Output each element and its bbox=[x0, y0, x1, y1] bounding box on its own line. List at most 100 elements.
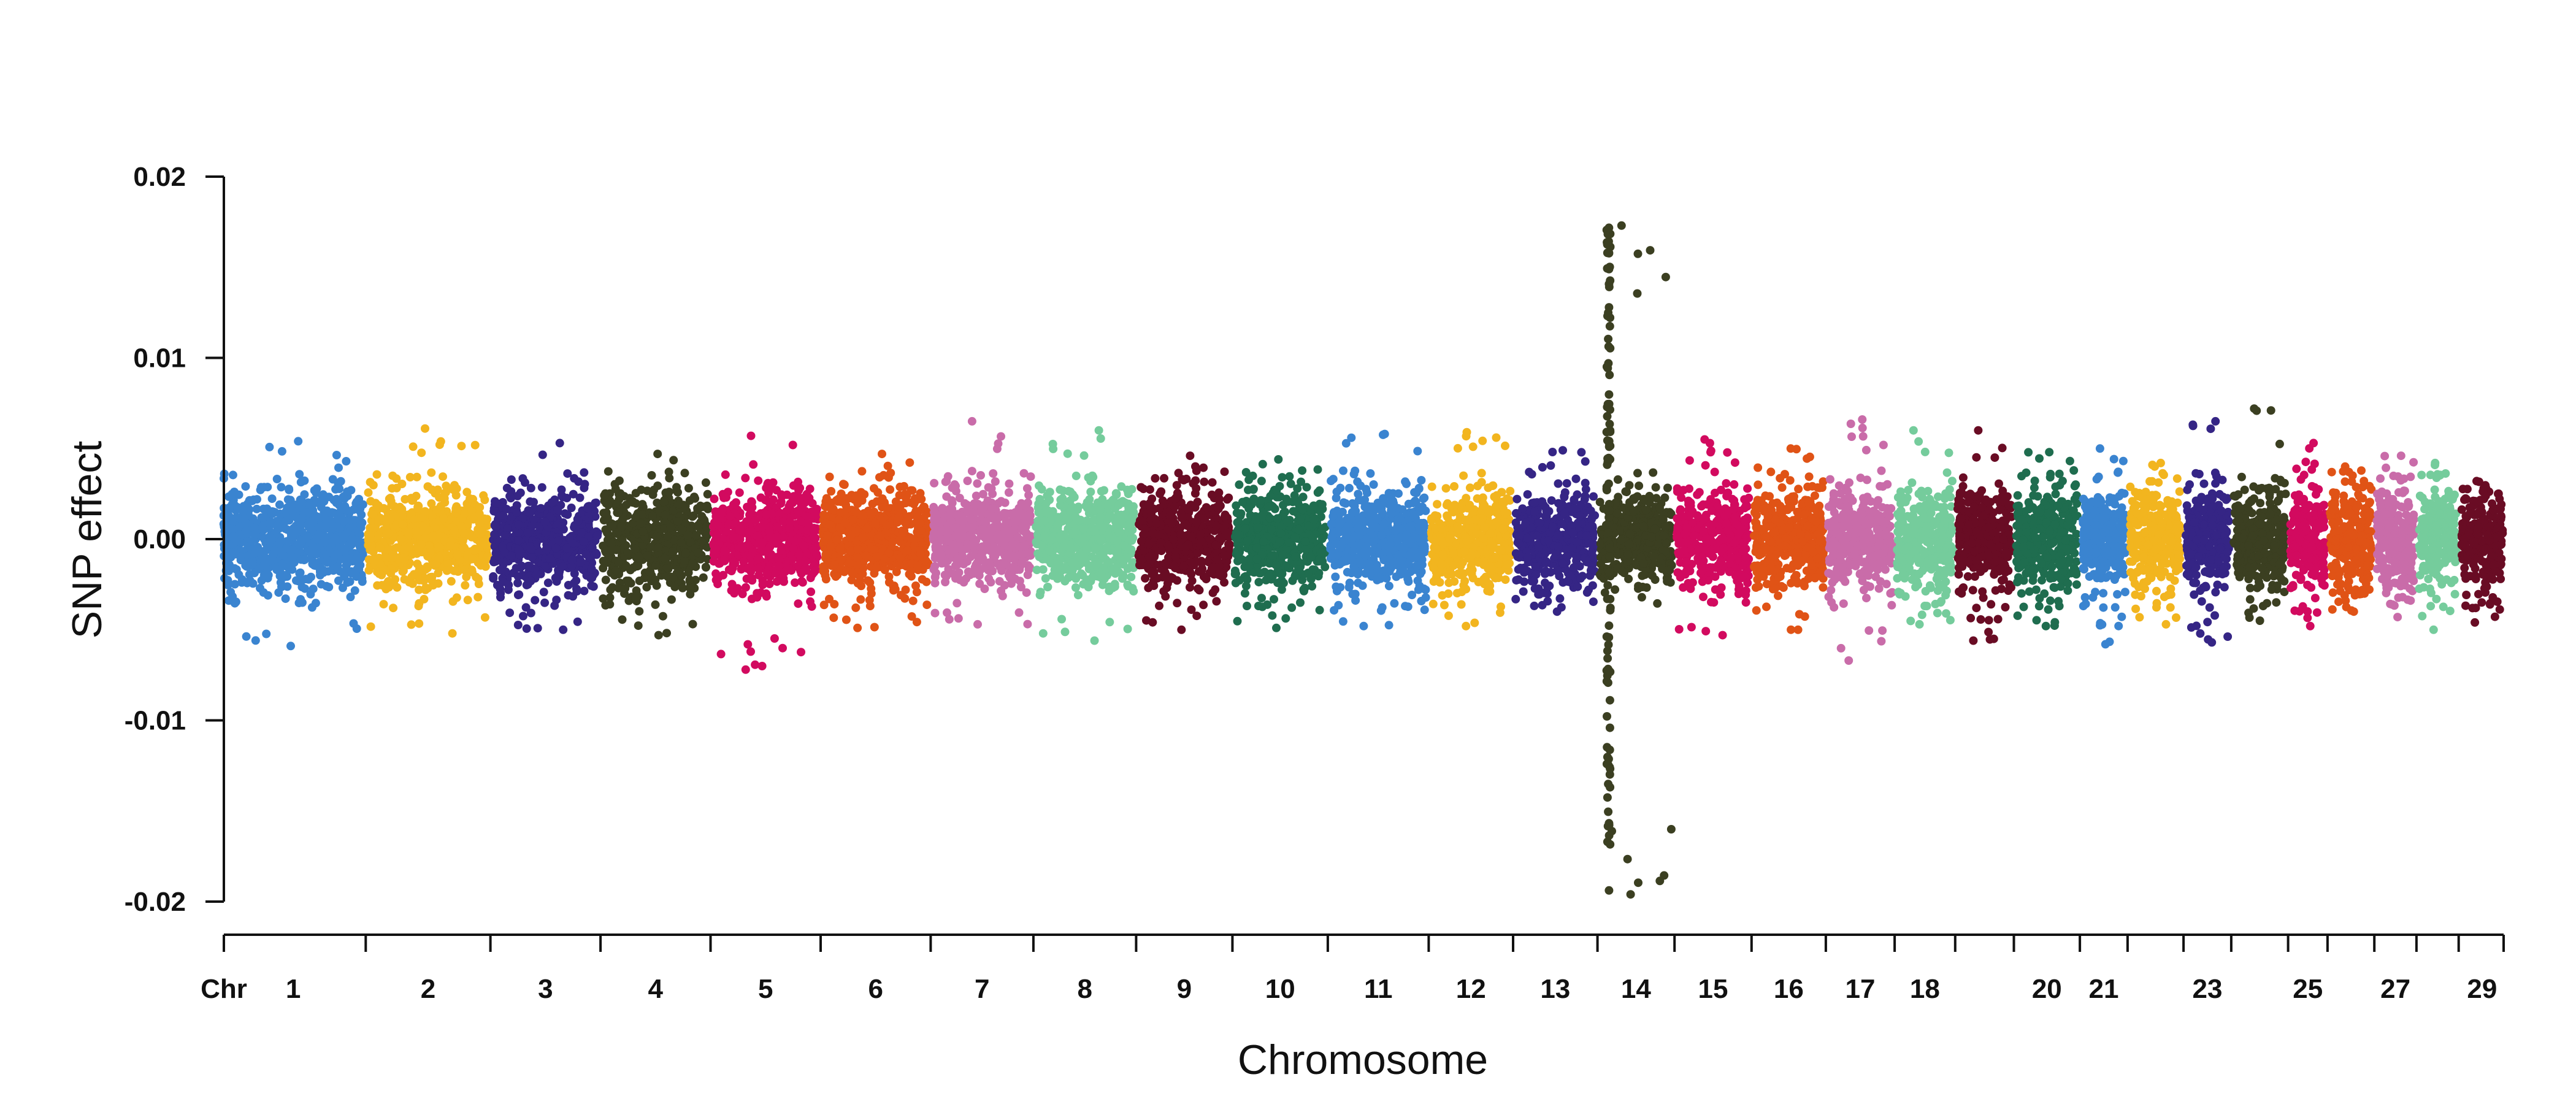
snp-point bbox=[955, 526, 964, 535]
snp-point bbox=[998, 591, 1007, 600]
snp-point bbox=[980, 585, 989, 593]
snp-point bbox=[614, 558, 623, 567]
snp-point bbox=[472, 572, 481, 581]
snp-point bbox=[1067, 558, 1076, 567]
snp-point bbox=[822, 502, 831, 512]
snp-point bbox=[1014, 608, 1024, 617]
snp-point bbox=[685, 575, 694, 585]
snp-point bbox=[1085, 495, 1094, 504]
snp-point bbox=[1084, 561, 1094, 570]
snp-point bbox=[780, 577, 788, 586]
snp-point bbox=[799, 542, 808, 551]
snp-point bbox=[576, 558, 585, 567]
snp-point bbox=[637, 485, 646, 494]
snp-point bbox=[461, 581, 470, 590]
snp-point bbox=[513, 621, 523, 629]
snp-point bbox=[392, 474, 401, 483]
snp-point bbox=[753, 531, 762, 540]
snp-point bbox=[400, 555, 409, 564]
snp-point bbox=[762, 546, 771, 556]
snp-point bbox=[377, 570, 386, 580]
snp-point bbox=[812, 550, 821, 559]
snp-point bbox=[513, 578, 523, 588]
snp-point bbox=[769, 478, 778, 487]
snp-point bbox=[754, 476, 763, 485]
snp-point bbox=[434, 569, 443, 578]
snp-point bbox=[404, 528, 413, 537]
snp-point bbox=[1111, 489, 1121, 498]
snp-point bbox=[288, 506, 297, 515]
snp-point bbox=[587, 581, 596, 590]
snp-point bbox=[408, 442, 418, 451]
snp-point bbox=[538, 450, 547, 459]
snp-point bbox=[405, 473, 415, 481]
snp-point bbox=[448, 597, 458, 606]
snp-point bbox=[729, 500, 738, 509]
snp-point bbox=[895, 554, 905, 563]
snp-point bbox=[930, 508, 939, 517]
snp-point bbox=[1127, 572, 1136, 581]
snp-point bbox=[339, 494, 348, 502]
snp-point bbox=[758, 580, 767, 589]
snp-point bbox=[673, 517, 683, 526]
snp-point bbox=[1018, 558, 1027, 567]
snp-point bbox=[418, 523, 427, 531]
snp-point bbox=[445, 541, 454, 550]
snp-point bbox=[1084, 583, 1093, 592]
snp-point bbox=[522, 624, 531, 633]
snp-point bbox=[387, 500, 396, 510]
snp-point bbox=[721, 470, 730, 479]
snp-point bbox=[894, 502, 903, 512]
snp-point bbox=[241, 526, 250, 535]
snp-point bbox=[275, 500, 284, 509]
snp-point bbox=[567, 555, 577, 564]
snp-point bbox=[1096, 535, 1105, 545]
snp-point bbox=[631, 499, 640, 508]
snp-point bbox=[583, 504, 592, 513]
snp-point bbox=[529, 521, 538, 530]
snp-point bbox=[997, 497, 1006, 506]
snp-point bbox=[635, 577, 644, 585]
snp-point bbox=[426, 573, 435, 582]
snp-point bbox=[295, 540, 304, 550]
snp-point bbox=[997, 559, 1006, 568]
snp-point bbox=[762, 592, 771, 601]
snp-point bbox=[407, 620, 416, 629]
snp-point bbox=[388, 484, 397, 493]
snp-point bbox=[255, 564, 264, 573]
snp-point bbox=[495, 565, 504, 575]
snp-point bbox=[1015, 577, 1024, 586]
snp-point bbox=[699, 573, 708, 582]
snp-point bbox=[399, 566, 408, 575]
snp-point bbox=[1023, 619, 1032, 629]
snp-point bbox=[467, 532, 477, 542]
snp-point bbox=[462, 488, 472, 497]
snp-point bbox=[981, 517, 990, 526]
snp-point-min bbox=[741, 665, 750, 674]
snp-point bbox=[929, 532, 938, 542]
snp-point bbox=[669, 456, 678, 465]
snp-point bbox=[1116, 527, 1125, 537]
snp-point bbox=[930, 478, 939, 488]
snp-point bbox=[737, 543, 745, 552]
snp-point bbox=[908, 596, 918, 605]
snp-point bbox=[1083, 504, 1092, 513]
snp-point bbox=[953, 510, 962, 519]
snp-point bbox=[876, 531, 886, 540]
snp-point bbox=[635, 607, 644, 616]
snp-point bbox=[726, 512, 735, 521]
snp-point bbox=[604, 467, 613, 476]
snp-point bbox=[369, 481, 378, 489]
snp-point bbox=[468, 554, 477, 564]
snp-point bbox=[930, 578, 940, 588]
snp-point bbox=[857, 467, 867, 476]
snp-point bbox=[460, 509, 469, 518]
snp-point bbox=[753, 592, 762, 602]
snp-point bbox=[474, 580, 483, 588]
snp-point bbox=[1018, 500, 1027, 510]
snp-point bbox=[232, 536, 242, 545]
snp-point bbox=[467, 565, 477, 575]
snp-point bbox=[1082, 516, 1091, 525]
snp-point bbox=[917, 494, 926, 504]
snp-point bbox=[242, 632, 251, 641]
